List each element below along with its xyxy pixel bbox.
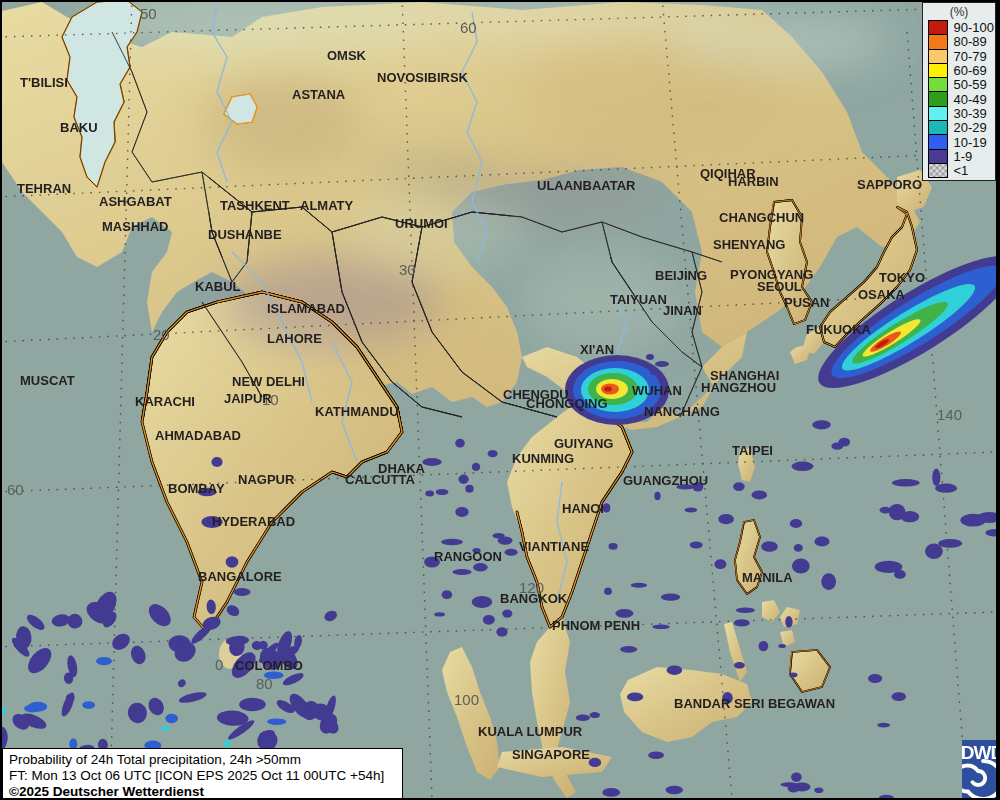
svg-text:DWD: DWD bbox=[962, 742, 996, 763]
